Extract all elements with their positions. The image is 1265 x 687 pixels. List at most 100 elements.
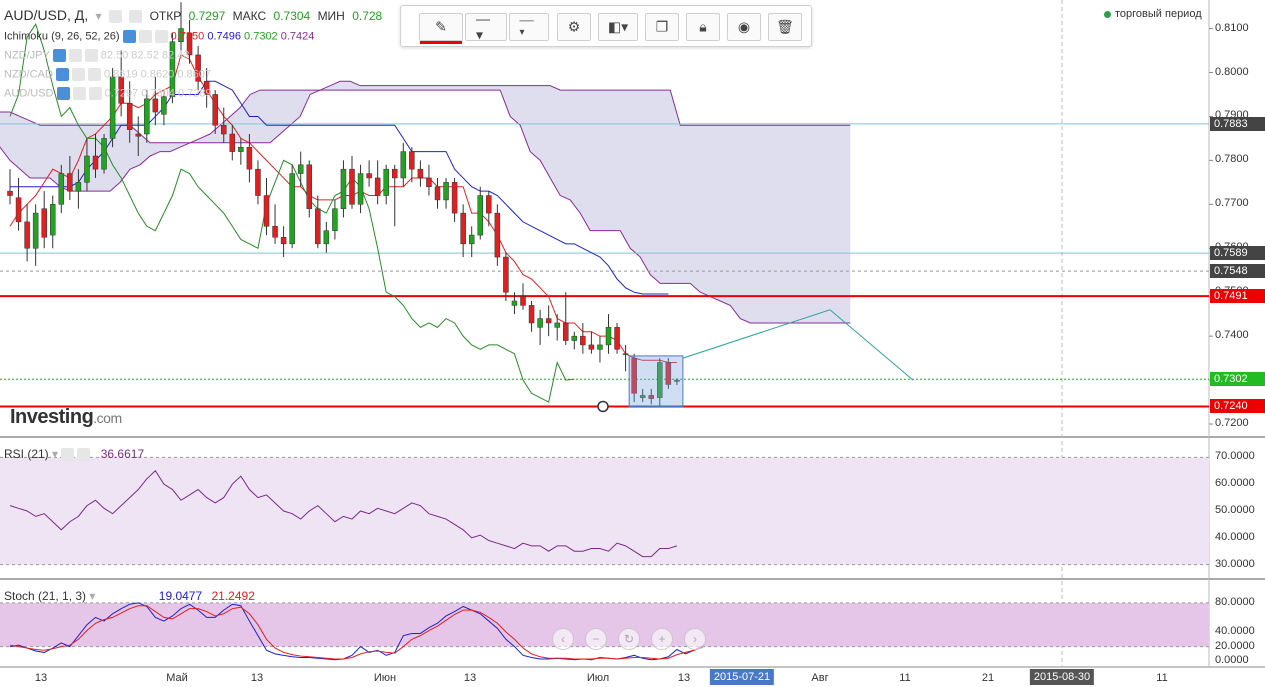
line-width-icon: ── ▾ (519, 16, 534, 38)
indicator-value: 0.7424 (280, 30, 315, 43)
close-icon[interactable] (88, 87, 102, 100)
indicator-value: 0.7302 (244, 30, 281, 43)
settings-icon[interactable] (138, 30, 152, 43)
candle-body (468, 234, 475, 245)
layer-icon: ◧▾ (607, 18, 629, 35)
high-value: 0.7304 (273, 9, 311, 23)
lock-button[interactable]: 🔒︎ (686, 13, 720, 41)
price-tick-label: 0.8100 (1215, 21, 1249, 34)
line-style-button[interactable]: — ▾ (465, 11, 507, 43)
plus-icon[interactable]: + (651, 628, 673, 650)
indicator-name[interactable]: NZD/CAD (4, 68, 56, 81)
indicator-row[interactable]: NZD/CAD 0.8619 0.8620 0.8607 (4, 68, 211, 81)
chevron-down-icon[interactable]: ▾ (89, 589, 96, 603)
refresh-icon[interactable]: ↻ (618, 628, 640, 650)
eye-icon[interactable] (52, 49, 66, 62)
price-tick-label: 0.7700 (1215, 197, 1249, 210)
indicator-name[interactable]: Ichimoku (9, 26, 52, 26) (4, 30, 123, 43)
period-label: торговый период (1115, 8, 1202, 20)
candle-body (15, 197, 22, 223)
rsi-tick-label: 70.0000 (1215, 450, 1255, 463)
indicator-value: 0.7496 (207, 30, 245, 43)
close-icon[interactable] (129, 10, 143, 24)
candle-body (614, 327, 620, 350)
rsi-band (0, 457, 1209, 565)
settings-icon[interactable] (108, 10, 122, 24)
candle-body (144, 98, 150, 135)
indicator-value: 0.7297 (104, 87, 142, 100)
chevron-down-icon[interactable]: ▾ (52, 447, 59, 461)
time-tick-label: 13 (34, 672, 48, 684)
rsi-tick-label: 30.0000 (1215, 557, 1255, 570)
candle-body (580, 335, 586, 346)
settings-icon[interactable] (71, 68, 85, 81)
indicator-row[interactable]: NZD/JPY 82.50 82.52 82.43 (4, 49, 189, 62)
settings-button[interactable]: ⚙ (557, 13, 591, 41)
ohlc-header: AUD/USD, Д, ▾ ОТКР 0.7297 МАКС 0.7304 МИ… (4, 7, 386, 24)
candle-body (255, 168, 261, 196)
candle-body (443, 182, 449, 201)
logo-suffix: .com (93, 410, 122, 426)
visibility-button[interactable]: ◉ (727, 13, 761, 41)
time-tick-label: 13 (677, 672, 691, 684)
candle-body (597, 344, 603, 350)
close-icon[interactable] (154, 30, 168, 43)
zoom-out-icon[interactable]: ‹ (552, 628, 574, 650)
chevron-down-icon[interactable]: ▾ (95, 9, 102, 23)
candle-body (306, 164, 312, 209)
candle-body (178, 28, 184, 42)
indicator-value: 0.8607 (177, 68, 212, 81)
symbol-title[interactable]: AUD/USD, Д, (4, 7, 89, 23)
candle-body (58, 173, 65, 205)
settings-icon[interactable] (61, 448, 75, 462)
candle-body (383, 168, 389, 196)
candle-body (246, 146, 253, 170)
price-tag: 0.7548 (1210, 264, 1265, 279)
eye-icon[interactable] (122, 30, 136, 43)
zoom-minus-icon[interactable]: − (585, 628, 607, 650)
delete-button[interactable]: 🗑︎ (768, 13, 802, 41)
candle-body (349, 168, 355, 205)
settings-icon[interactable] (72, 87, 86, 100)
candle-body (434, 186, 441, 201)
candle-body (203, 81, 210, 95)
clone-button[interactable]: ❐ (645, 13, 679, 41)
eye-icon[interactable] (55, 68, 69, 81)
close-icon[interactable] (77, 448, 91, 462)
eye-icon[interactable] (56, 87, 70, 100)
stoch-label[interactable]: Stoch (21, 1, 3) (4, 589, 87, 603)
candle-body (622, 353, 629, 355)
indicator-row[interactable]: Ichimoku (9, 26, 52, 26) 0.7350 0.7496 0… (4, 30, 314, 43)
time-tick-label: 13 (250, 672, 264, 684)
time-tick-label: Июн (373, 672, 397, 684)
indicator-value: 0.8620 (140, 68, 178, 81)
indicator-name[interactable]: AUD/USD (4, 87, 57, 100)
senkou-span-a (0, 89, 851, 324)
trash-icon: 🗑︎ (776, 18, 794, 35)
candle-body (7, 190, 13, 196)
candle-body (323, 230, 330, 245)
candle-body (169, 41, 176, 97)
candle-body (366, 173, 372, 179)
candle-body (67, 173, 73, 192)
pencil-color-button[interactable]: ✎ (419, 13, 463, 44)
layer-button[interactable]: ◧▾ (598, 13, 638, 41)
candle-body (392, 168, 398, 179)
indicator-row[interactable]: AUD/USD 0.7297 0.7304 0.7289 (4, 87, 212, 100)
close-icon[interactable] (84, 49, 98, 62)
candle-body (118, 76, 124, 104)
candle-body (41, 208, 47, 238)
settings-icon[interactable] (68, 49, 82, 62)
close-icon[interactable] (87, 68, 101, 81)
rsi-label[interactable]: RSI (21) (4, 447, 49, 461)
rsi-legend: RSI (21) ▾ 36.6617 (4, 447, 144, 462)
time-tick-label: 11 (1156, 672, 1168, 684)
indicator-name[interactable]: NZD/JPY (4, 49, 53, 62)
line-width-button[interactable]: ── ▾ (509, 13, 549, 41)
candle-body (195, 54, 201, 82)
candle-body (315, 208, 321, 245)
stoch-d-line (9, 605, 703, 660)
forward-icon[interactable]: › (684, 628, 706, 650)
candle-body (503, 256, 509, 293)
